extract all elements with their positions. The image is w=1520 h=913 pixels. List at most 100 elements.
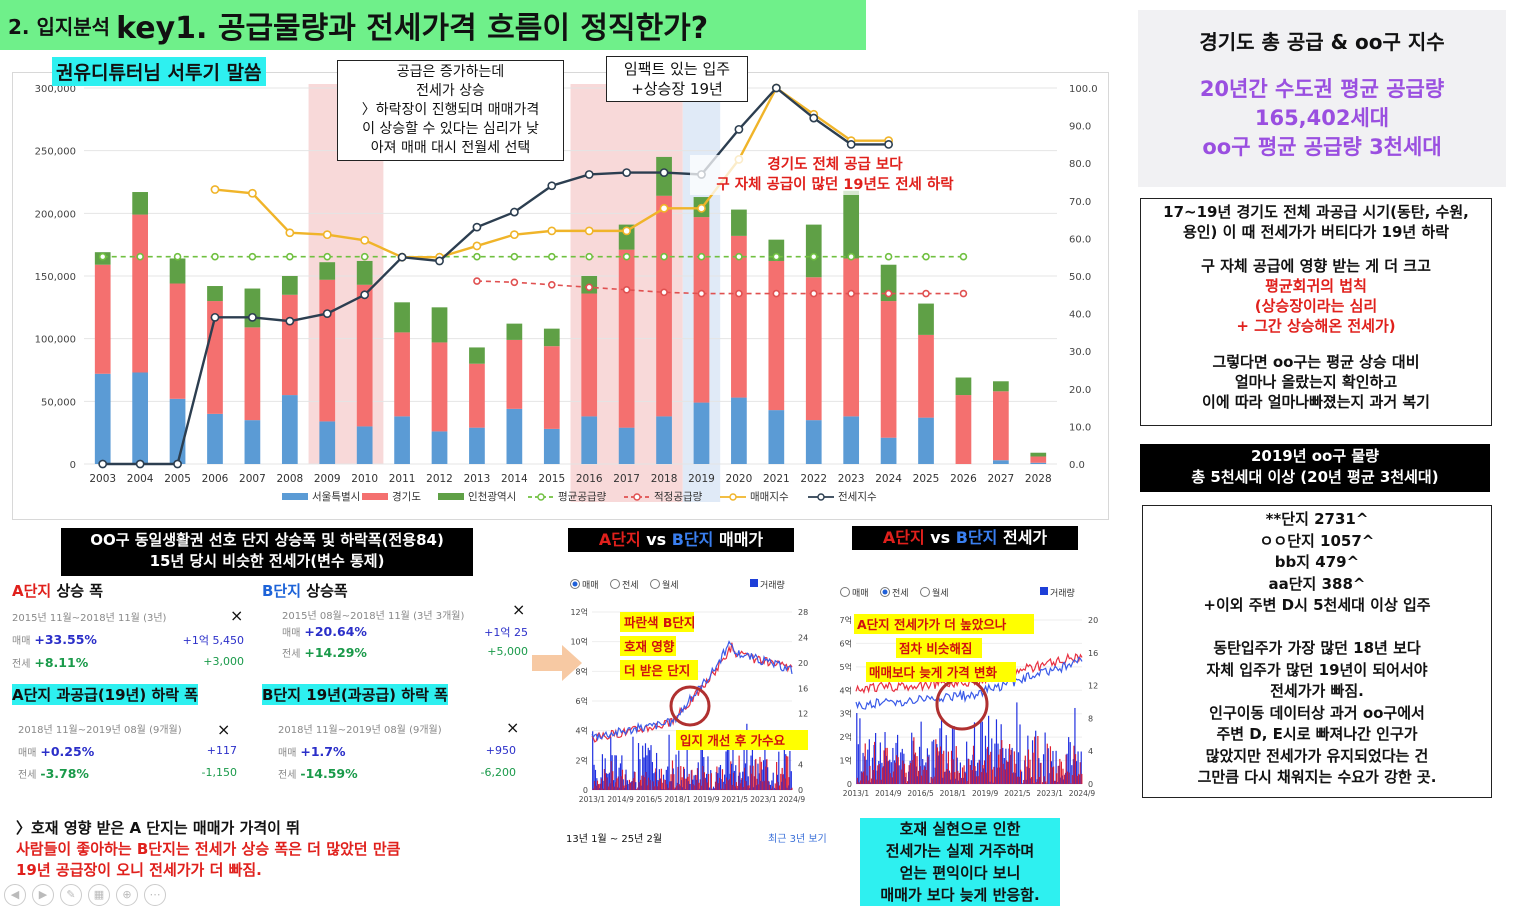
bar-인천광역시 [731, 209, 747, 236]
legend-marker [537, 493, 545, 501]
point-매매지수 [509, 230, 519, 240]
legend-marker [729, 493, 737, 501]
radio-label: 전세 [622, 580, 639, 591]
y-right-tick: 30.0 [1069, 347, 1091, 358]
analysis-box: 17~19년 경기도 전체 과공급 시기(동탄, 수원, 용인) 이 때 전세가… [1140, 198, 1492, 426]
pen-icon[interactable]: ✎ [60, 884, 82, 906]
point-평균공급량 [248, 252, 257, 261]
a-rise-jeonse-pct: +8.11% [34, 655, 89, 670]
a-fall-title: A단지 과공급(19년) 하락 폭 [12, 684, 199, 705]
x-tick: 2003 [89, 473, 116, 485]
mini-y-right-tick: 0 [798, 786, 803, 795]
slides-icon[interactable]: ▦ [88, 884, 110, 906]
supply-detail-line [1143, 617, 1491, 639]
point-적정공급량 [547, 280, 556, 289]
close-icon[interactable]: × [506, 718, 520, 737]
bar-서울특별시 [1030, 462, 1047, 464]
mini-y-right-tick: 16 [1088, 649, 1098, 658]
mini-y-left-tick: 12억 [570, 607, 588, 617]
bar-인천광역시 [281, 276, 298, 295]
point-전세지수 [135, 459, 145, 469]
bar-인천광역시 [319, 262, 336, 280]
zoom-icon[interactable]: ⊕ [116, 884, 138, 906]
mini-y-right-tick: 20 [798, 659, 808, 668]
x-tick: 2018 [651, 473, 678, 485]
point-전세지수 [210, 312, 220, 322]
analysis-line: 얼마나 올랐는지 확인하고 [1234, 373, 1398, 391]
b-price-line [855, 656, 1083, 710]
mini-y-left-tick: 7억 [840, 615, 852, 625]
bar-경기도 [955, 395, 972, 464]
mini-x-tick: 2014/9 [875, 789, 902, 798]
close-icon[interactable]: × [230, 606, 244, 625]
note-supply-rise: 공급은 증가하는데 전세가 상승 〉하락장이 진행되며 매매가격 이 상승할 수… [337, 60, 564, 161]
legend-label: 서울특별시 [312, 491, 360, 503]
row-label: 매매 [18, 748, 37, 759]
mini-x-tick: 2019/9 [972, 789, 999, 798]
bar-경기도 [319, 279, 336, 422]
mini-x-tick: 2018/1 [940, 789, 967, 798]
legend-label: 매매지수 [750, 491, 789, 503]
note-impact: 임팩트 있는 입주 +상승장 19년 [606, 56, 748, 102]
point-매매지수 [248, 188, 257, 198]
point-전세지수 [846, 140, 856, 149]
analysis-line: 17~19년 경기도 전체 과공급 시기(동탄, 수원, [1163, 203, 1469, 221]
row-label: 전세 [18, 770, 37, 781]
note-highlight [620, 636, 676, 656]
volume-legend-label: 거래량 [1050, 587, 1075, 599]
radio-월세[interactable] [920, 587, 930, 597]
b-rise-sale-amt: +1억 25 [484, 626, 528, 639]
bar-인천광역시 [169, 258, 186, 284]
close-icon[interactable]: × [217, 720, 231, 739]
bar-인천광역시 [506, 323, 523, 340]
bar-경기도 [244, 327, 261, 421]
bar-경기도 [169, 283, 186, 399]
b-fall-sale-amt: +950 [485, 744, 516, 757]
supply-detail-line: ㅇㅇ단지 1057^ [1259, 531, 1375, 550]
point-전세지수 [584, 170, 594, 179]
mini-y-right-tick: 12 [1088, 682, 1098, 691]
row-label: 매매 [12, 636, 31, 647]
mini-y-left-tick: 1억 [840, 756, 852, 766]
mini-y-right-tick: 8 [1088, 714, 1093, 723]
prev-icon[interactable]: ◀ [4, 884, 26, 906]
mini1-vs: vs [640, 530, 672, 549]
bar-인천광역시 [207, 286, 223, 302]
next-icon[interactable]: ▶ [32, 884, 54, 906]
supply-detail-line: 인구이동 데이터상 과거 oo구에서 [1209, 703, 1425, 722]
point-전세지수 [397, 252, 407, 262]
x-tick: 2025 [913, 473, 940, 485]
b-fall-jeonse-pct: -14.59% [300, 766, 358, 781]
mini-x-tick: 2024/9 [779, 795, 806, 804]
b-rise-jeonse-pct: +14.29% [304, 645, 367, 660]
row-label: 전세 [282, 649, 301, 660]
x-tick: 2010 [351, 473, 378, 485]
x-tick: 2007 [239, 473, 266, 485]
note1-line: 〉하락장이 진행되며 매매가격 [361, 102, 540, 118]
y-right-tick: 70.0 [1069, 197, 1091, 208]
recent-3y-link[interactable]: 최근 3년 보기 [768, 834, 827, 845]
conclusion-line: 〉호재 영향 받은 A 단지는 매매가 가격이 뛰 [16, 819, 300, 837]
radio-전세[interactable] [610, 579, 620, 589]
mini-x-tick: 2018/1 [665, 795, 692, 804]
page-title: key1. 공급물량과 전세가격 흐름이 정직한가? [116, 11, 709, 46]
point-평균공급량 [622, 252, 631, 261]
bar-서울특별시 [731, 397, 747, 464]
supply-index-chart: 300,000 250,000 200,000 150,000 100,000 50,00… [35, 83, 1098, 503]
x-tick: 2026 [950, 473, 977, 485]
mini-x-tick: 2013/1 [579, 795, 606, 804]
radio-매매[interactable] [840, 587, 850, 597]
more-icon[interactable]: ⋯ [144, 884, 166, 906]
point-매매지수 [697, 203, 706, 213]
caption-line: 전세가는 실제 거주하며 [860, 840, 1060, 862]
mini-x-tick: 2014/9 [607, 795, 634, 804]
legend-swatch [282, 493, 308, 500]
supply-2019-line: 총 5천세대 이상 (20년 평균 3천세대) [1191, 468, 1439, 486]
close-icon[interactable]: × [512, 600, 526, 619]
bar-경기도 [94, 264, 111, 374]
point-전세지수 [173, 459, 182, 469]
radio-월세[interactable] [650, 579, 660, 589]
mini-y-right-tick: 20 [1088, 616, 1098, 625]
mini-x-tick: 2023/1 [1037, 789, 1064, 798]
x-tick: 2023 [838, 473, 865, 485]
